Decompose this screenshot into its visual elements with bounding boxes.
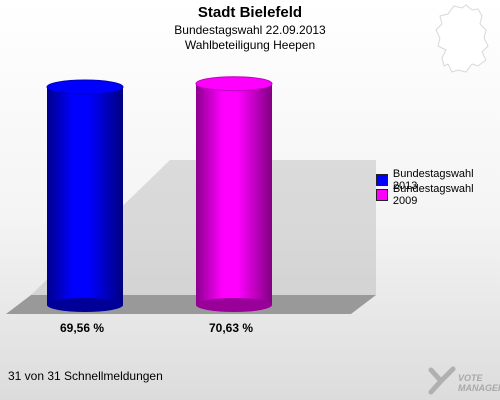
value-label-1: 70,63 % <box>209 321 253 335</box>
bar-body-0 <box>47 87 123 305</box>
logo-line-vote: VOTE <box>458 373 483 383</box>
legend-swatch-2009 <box>376 188 388 201</box>
germany-map-icon <box>435 4 489 73</box>
legend-label-2013: Bundestagswahl 2013 <box>392 167 474 192</box>
chart-subtitle-turnout: Wahlbeteiligung Heepen <box>184 38 316 52</box>
bar-body-1 <box>196 83 272 306</box>
bar-top-0 <box>46 79 124 95</box>
value-label-0: 69,56 % <box>60 321 104 335</box>
legend: Bundestagswahl 2013 Bundestagswahl 2009 <box>376 168 500 207</box>
legend-item-2009: Bundestagswahl 2009 <box>376 183 500 207</box>
legend-label-2009: Bundestagswahl 2009 <box>392 182 474 207</box>
chart-title: Stadt Bielefeld <box>197 4 303 21</box>
chart-subtitle-election: Bundestagswahl 22.09.2013 <box>174 23 326 37</box>
bar-top-1 <box>195 76 273 92</box>
vote-manager-x-icon <box>428 366 456 395</box>
vote-manager-logo: VOTE MANAGER <box>428 366 500 398</box>
bar-bottom-1 <box>196 298 272 312</box>
footer-status: 31 von 31 Schnellmeldungen <box>8 369 163 383</box>
bar-bottom-0 <box>47 298 123 312</box>
legend-item-2013: Bundestagswahl 2013 <box>376 168 500 192</box>
logo-line-manager: MANAGER <box>458 383 500 393</box>
legend-swatch-2013 <box>376 173 388 186</box>
